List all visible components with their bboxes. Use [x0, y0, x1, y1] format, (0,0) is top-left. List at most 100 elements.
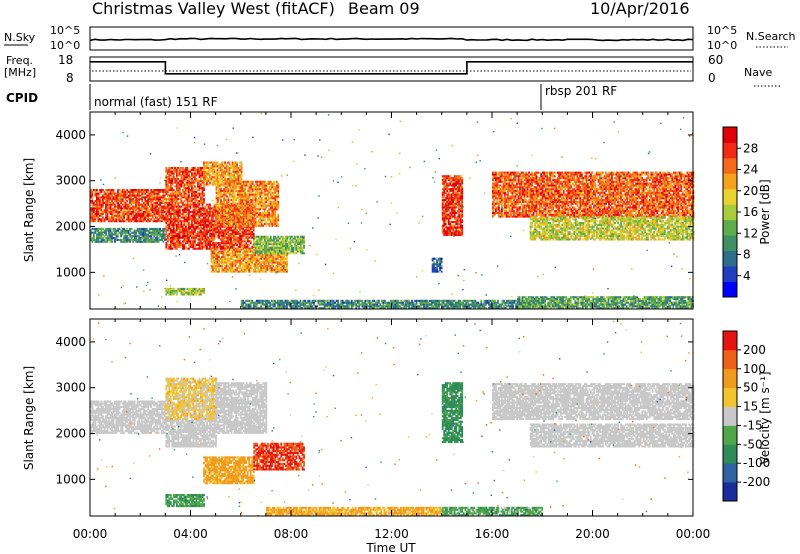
- heatmap-cell: [130, 192, 133, 195]
- heatmap-cell: [166, 176, 169, 179]
- heatmap-cell: [192, 194, 195, 197]
- heatmap-cell: [231, 261, 234, 264]
- heatmap-cell: [172, 200, 175, 203]
- heatmap-cell: [212, 225, 214, 228]
- heatmap-cell: [206, 161, 208, 164]
- heatmap-cell: [141, 237, 144, 240]
- heatmap-cell: [253, 208, 256, 211]
- heatmap-cell: [144, 201, 147, 204]
- heatmap-cell: [111, 190, 113, 193]
- heatmap-cell: [255, 257, 258, 260]
- heatmap-cell: [289, 248, 292, 251]
- heatmap-cell: [242, 299, 245, 302]
- heatmap-cell: [172, 211, 175, 214]
- heatmap-cell: [123, 192, 126, 195]
- heatmap-cell: [120, 233, 123, 236]
- heatmap-cell: [219, 231, 222, 234]
- heatmap-cell: [232, 195, 235, 198]
- heatmap-cell: [206, 178, 208, 181]
- heatmap-cell: [109, 207, 112, 210]
- heatmap-cell: [241, 191, 244, 194]
- heatmap-cell: [297, 237, 299, 240]
- heatmap-cell: [224, 172, 227, 175]
- heatmap-cell: [245, 255, 248, 259]
- heatmap-cell: [266, 235, 269, 238]
- heatmap-cell: [228, 168, 231, 171]
- heatmap-cell: [251, 236, 254, 239]
- heatmap-cell: [227, 257, 230, 260]
- heatmap-cell: [165, 229, 168, 232]
- heatmap-cell: [185, 211, 187, 214]
- heatmap-cell: [147, 235, 150, 238]
- heatmap-cell: [129, 198, 132, 201]
- heatmap-cell: [222, 240, 225, 243]
- heatmap-cell: [135, 205, 138, 208]
- heatmap-cell: [139, 211, 142, 214]
- heatmap-cell: [237, 167, 240, 170]
- heatmap-cell: [276, 270, 279, 273]
- heatmap-cell: [185, 178, 187, 181]
- heatmap-cell: [106, 203, 109, 206]
- heatmap-cell: [174, 214, 177, 217]
- heatmap-cell: [239, 188, 242, 191]
- heatmap-cell: [200, 243, 202, 247]
- heatmap-cell: [148, 214, 151, 217]
- heatmap-cell: [147, 196, 150, 199]
- heatmap-cell: [195, 291, 198, 294]
- heatmap-cell: [275, 246, 278, 249]
- heatmap-cell: [108, 189, 110, 192]
- heatmap-cell: [151, 209, 154, 212]
- heatmap-cell: [132, 218, 135, 221]
- heatmap-cell: [247, 180, 250, 183]
- nsky-label: N.Sky: [4, 31, 36, 44]
- heatmap-cell: [248, 191, 251, 194]
- heatmap-cell: [175, 198, 178, 201]
- heatmap-cell: [292, 250, 295, 253]
- freq-right-tick-high: 60: [708, 53, 723, 67]
- heatmap-cell: [260, 182, 263, 185]
- heatmap-cell: [226, 210, 229, 213]
- heatmap-cell: [141, 205, 144, 208]
- heatmap-cell: [300, 252, 302, 255]
- heatmap-cell: [209, 214, 211, 217]
- heatmap-cell: [223, 224, 226, 227]
- heatmap-cell: [219, 265, 222, 268]
- heatmap-cell: [197, 227, 199, 230]
- heatmap-cell: [263, 299, 266, 302]
- heatmap-cell: [296, 299, 299, 302]
- heatmap-cell: [209, 223, 211, 226]
- heatmap-cell: [260, 224, 263, 227]
- heatmap-cell: [168, 207, 171, 210]
- heatmap-cell: [174, 232, 177, 236]
- heatmap-cell: [266, 184, 269, 187]
- heatmap-cell: [185, 172, 187, 175]
- nsky-frame: [89, 26, 694, 51]
- heatmap-cell: [191, 232, 193, 236]
- heatmap-cell: [180, 287, 183, 291]
- heatmap-cell: [178, 211, 181, 214]
- heatmap-cell: [223, 195, 226, 198]
- heatmap-cell: [117, 235, 119, 238]
- heatmap-cell: [275, 266, 278, 270]
- heatmap-cell: [219, 165, 222, 168]
- heatmap-cell: [271, 246, 274, 249]
- heatmap-cell: [224, 191, 227, 194]
- heatmap-cell: [139, 216, 142, 219]
- heatmap-cell: [132, 200, 135, 203]
- heatmap-cell: [162, 240, 165, 243]
- heatmap-cell: [263, 184, 266, 187]
- heatmap-cell: [257, 254, 260, 257]
- heatmap-cell: [248, 210, 251, 213]
- heatmap-cell: [207, 222, 210, 225]
- heatmap-cell: [258, 301, 261, 304]
- heatmap-cell: [224, 268, 227, 271]
- heatmap-cell: [91, 240, 94, 243]
- heatmap-cell: [191, 194, 193, 197]
- heatmap-cell: [225, 254, 228, 257]
- heatmap-cell: [276, 307, 279, 310]
- heatmap-cell: [275, 244, 278, 248]
- heatmap-cell: [230, 215, 233, 218]
- heatmap-cell: [204, 176, 207, 179]
- heatmap-cell: [180, 170, 183, 173]
- heatmap-cell: [150, 227, 153, 231]
